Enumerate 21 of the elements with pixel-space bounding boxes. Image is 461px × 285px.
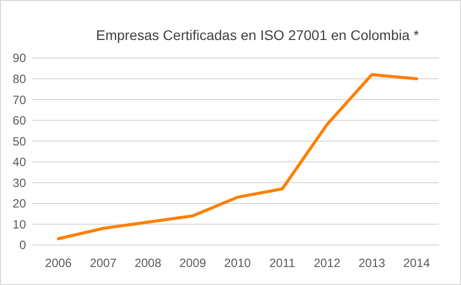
x-tick-label: 2009 bbox=[179, 256, 206, 270]
y-tick-label: 90 bbox=[12, 51, 26, 66]
x-tick-label: 2006 bbox=[45, 256, 72, 270]
x-tick-label: 2010 bbox=[224, 256, 252, 270]
chart-title: Empresas Certificadas en ISO 27001 en Colombia * bbox=[96, 27, 420, 43]
x-tick-label: 2014 bbox=[403, 256, 430, 270]
x-tick-label: 2013 bbox=[358, 256, 386, 270]
y-tick-label: 80 bbox=[12, 72, 26, 86]
y-tick-label: 70 bbox=[12, 92, 26, 107]
x-tick-label: 2012 bbox=[314, 256, 341, 270]
y-tick-label: 0 bbox=[19, 238, 26, 252]
line-series bbox=[56, 73, 418, 240]
y-tick-label: 20 bbox=[12, 196, 26, 211]
y-tick-label: 40 bbox=[12, 155, 26, 170]
x-tick-label: 2007 bbox=[90, 256, 117, 270]
x-tick-label: 2008 bbox=[134, 256, 162, 270]
y-tick-label: 60 bbox=[12, 114, 26, 128]
y-tick-label: 10 bbox=[12, 217, 26, 232]
y-tick-label: 30 bbox=[12, 176, 26, 190]
x-tick-label: 2011 bbox=[269, 256, 296, 270]
y-tick-label: 50 bbox=[12, 134, 26, 148]
